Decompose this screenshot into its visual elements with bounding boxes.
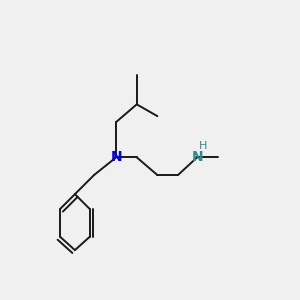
Text: H: H	[199, 141, 207, 151]
Text: N: N	[191, 150, 203, 164]
Text: N: N	[110, 150, 122, 164]
